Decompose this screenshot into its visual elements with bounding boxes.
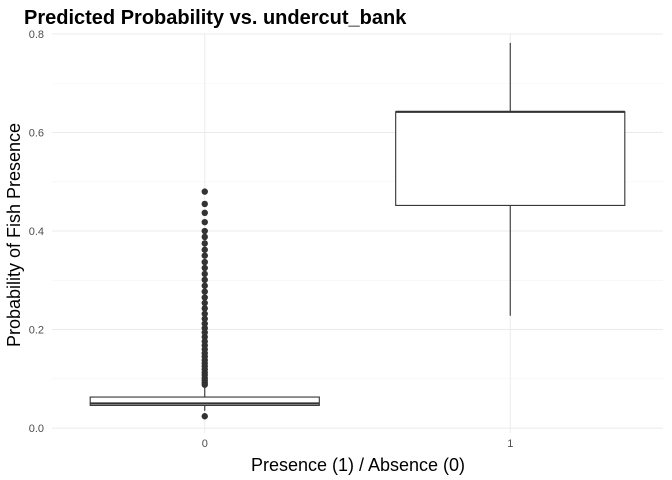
outlier-point [201, 227, 208, 235]
x-axis-title: Presence (1) / Absence (0) [251, 455, 465, 475]
outlier-point [201, 329, 208, 336]
outlier-point [201, 270, 208, 278]
y-tick-label: 0.6 [29, 128, 44, 140]
outlier-point [201, 338, 208, 345]
chart-title: Predicted Probability vs. undercut_bank [24, 7, 407, 29]
outlier-point [201, 188, 208, 195]
outlier-point [201, 333, 208, 341]
outlier-point [201, 218, 208, 226]
box-body [395, 111, 626, 206]
outlier-point [201, 310, 208, 317]
boxes [89, 42, 626, 420]
outlier-point [201, 233, 208, 241]
outlier-point [201, 282, 208, 289]
y-axis-ticks: 0.0 0.2 0.4 0.6 0.8 [29, 29, 44, 435]
outlier-point [201, 315, 208, 322]
outlier-point [201, 252, 208, 259]
y-tick-label: 0.0 [29, 423, 44, 435]
box-1 [395, 42, 626, 316]
outlier-point [201, 413, 208, 420]
box-body [89, 396, 320, 406]
y-tick-label: 0.8 [29, 29, 44, 41]
outlier-point [201, 299, 208, 307]
outlier-point [201, 200, 208, 208]
y-tick-label: 0.2 [29, 325, 44, 337]
outlier-point [201, 305, 208, 312]
outlier-point [201, 288, 208, 295]
outlier-point [201, 240, 208, 247]
y-tick-label: 0.4 [29, 226, 44, 238]
outlier-point [201, 264, 208, 272]
outlier-point [201, 276, 208, 284]
outlier-point [201, 258, 208, 266]
grid [52, 33, 663, 433]
outlier-point [201, 209, 208, 217]
outlier-point [201, 324, 208, 332]
outlier-point [201, 294, 208, 301]
y-axis-title: Probability of Fish Presence [4, 123, 24, 347]
outlier-point [201, 320, 208, 327]
box-0 [89, 188, 320, 420]
x-tick-label: 1 [507, 438, 513, 450]
x-tick-label: 0 [202, 438, 208, 450]
outlier-point [201, 246, 208, 253]
